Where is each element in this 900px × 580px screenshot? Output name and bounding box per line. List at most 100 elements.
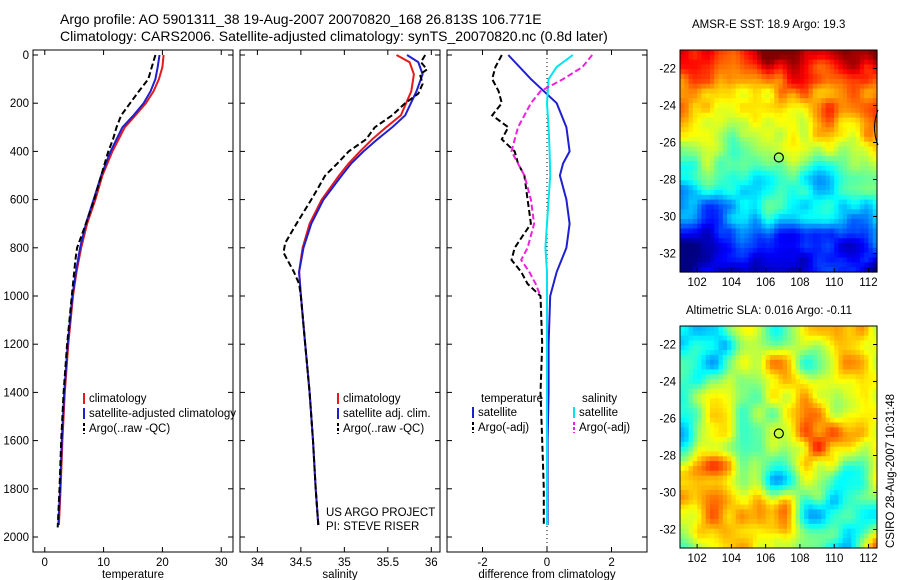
sst-map-cell [761,185,767,191]
sst-map-cell [847,185,852,191]
sst-map-cell [709,204,715,210]
sst-map-cell [855,127,861,133]
sla-map-cell [701,528,707,535]
sst-map-cell [812,243,818,249]
sla-map-cell [787,490,792,496]
sst-map-cell [851,93,857,99]
sla-map-cell [838,494,844,501]
sst-map-cell [709,180,715,186]
sst-map-cell [834,122,840,128]
sla-map-cell [782,523,788,530]
sst-map-cell [735,180,741,186]
sla-map-cell [744,490,750,496]
sst-map-cell [799,156,805,162]
sst-map-cell [847,88,852,95]
sla-map-cell [731,543,737,549]
sla-map-cell [722,354,728,361]
sst-map-cell [735,112,741,119]
sst-map-cell [731,156,737,162]
sst-map-cell [727,194,732,201]
sst-map-cell [765,257,771,263]
sst-map-cell [748,161,754,167]
sla-map-cell [680,446,685,453]
sst-map-cell [744,262,750,268]
sla-map-cell [731,504,737,510]
sst-map-cell [731,185,737,191]
depth-tick-label: 1800 [3,484,29,496]
sst-map-cell [808,83,814,90]
sst-map-cell [842,141,848,148]
sla-map-cell [782,359,788,366]
sst-map-cell [761,88,767,95]
sst-map-cell [859,252,865,259]
sla-map-cell [804,393,810,399]
sst-map-cell [864,170,870,177]
sla-map-xtick-label: 104 [722,553,742,565]
sst-map-cell [757,78,762,85]
sst-map-cell [735,257,741,263]
sst-map-cell [705,141,711,148]
sst-map-cell [697,257,703,263]
sla-map-cell [684,374,690,380]
sla-map-cell [799,441,805,448]
sla-map-cell [791,432,797,438]
sst-map-cell [692,64,698,70]
sst-map-cell [859,262,865,268]
sst-map-cell [688,127,694,133]
sla-map-cell [774,393,780,399]
sst-map-cell [744,223,750,230]
sst-map-cell [778,127,784,133]
sst-map-cell [701,78,707,85]
sst-map-cell [787,146,792,152]
sst-map-cell [748,223,754,230]
sst-map-cell [722,267,728,273]
sla-map-cell [842,509,848,515]
sst-map-cell [851,218,857,225]
sst-map-cell [795,98,801,104]
sla-map-cell [851,441,857,448]
sst-map-cell [722,247,728,254]
sst-map-cell [812,189,818,196]
sla-map-cell [769,417,775,424]
sst-map-cell [812,132,818,138]
sst-map-cell [872,247,878,254]
sst-map-cell [855,161,861,167]
sst-map-cell [778,189,784,196]
sla-map-cell [769,345,775,351]
sst-map-cell [851,252,857,259]
sst-map-cell [795,165,801,172]
sla-map-cell [765,504,771,510]
sst-map-cell [859,54,865,61]
sst-map-cell [709,141,715,148]
sst-map-cell [821,185,827,191]
sst-map-cell [739,98,745,104]
sst-map-cell [757,180,762,186]
sst-map-cell [855,262,861,268]
sst-map-cell [842,218,848,225]
sla-map-cell [757,369,762,375]
sst-map-cell [812,180,818,186]
sla-map-cell [684,490,690,496]
sla-map-cell [744,514,750,520]
sla-map-xtick-label: 108 [790,553,809,565]
sst-map-cell [851,194,857,201]
sst-map-cell [829,141,835,148]
sla-map-cell [722,437,728,443]
sst-map-cell [791,223,797,230]
sst-map-cell [748,127,754,133]
sst-map-cell [765,112,771,119]
sla-map-cell [782,379,788,385]
sla-map-cell [778,340,784,346]
sst-map-cell [795,228,801,234]
sst-map-cell [795,93,801,99]
sst-map-cell [727,122,732,128]
sst-map-cell [774,78,780,85]
sla-map-cell [722,422,728,428]
sst-map-cell [774,170,780,177]
sst-map-cell [804,122,810,128]
sla-map-cell [714,393,720,399]
sla-map-cell [709,480,715,486]
sla-map-cell [735,485,741,491]
sla-map-cell [709,533,715,539]
sla-map-cell [868,504,874,510]
